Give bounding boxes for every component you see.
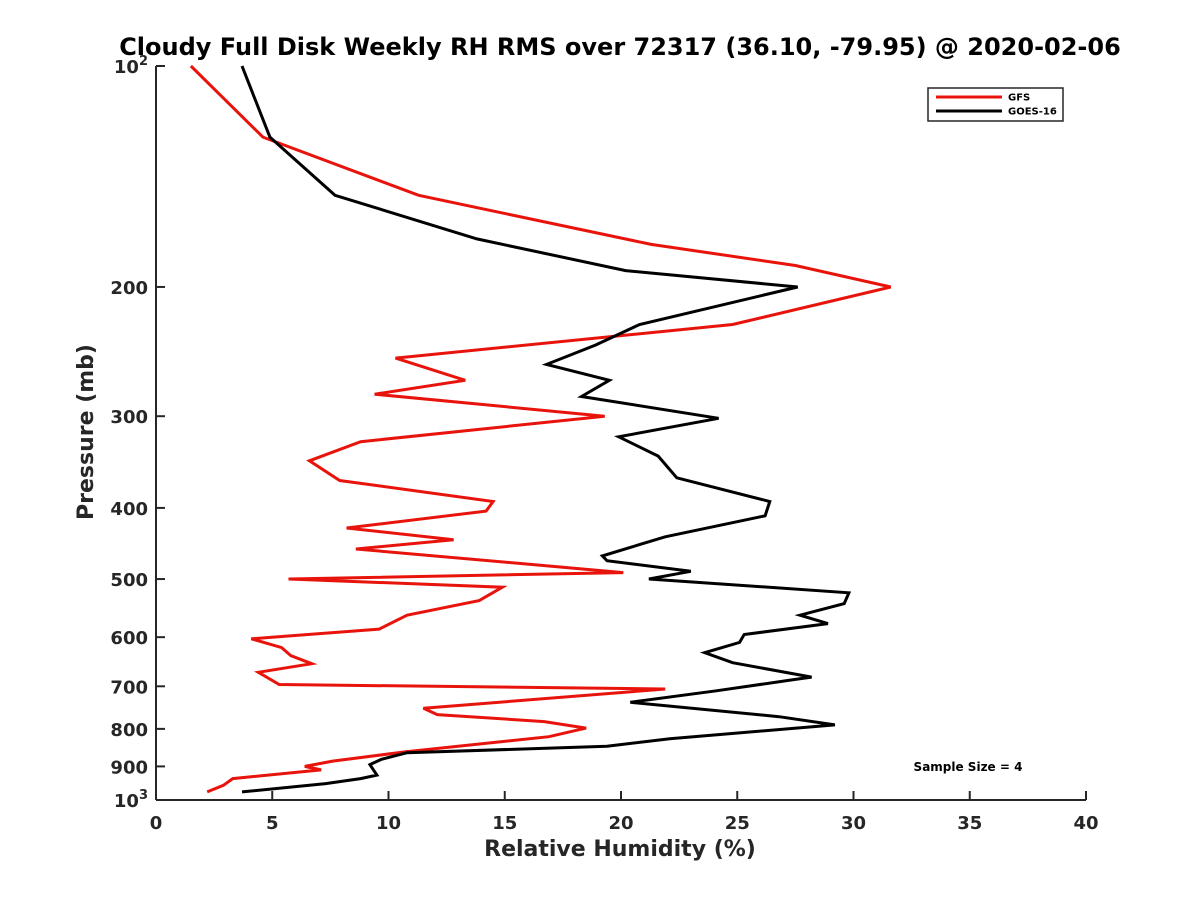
series-line-gfs xyxy=(189,64,892,794)
legend-label: GFS xyxy=(1008,93,1030,104)
x-tick-label: 35 xyxy=(957,813,982,834)
x-tick-label: 40 xyxy=(1073,813,1098,834)
chart-title: Cloudy Full Disk Weekly RH RMS over 7231… xyxy=(119,33,1121,61)
y-tick-label: 300 xyxy=(110,407,148,428)
y-tick-label: 500 xyxy=(110,570,148,591)
x-tick-label: 20 xyxy=(608,813,633,834)
y-axis-label: Pressure (mb) xyxy=(74,344,99,520)
y-tick-label: 103 xyxy=(114,788,148,812)
x-axis-label: Relative Humidity (%) xyxy=(484,837,756,862)
y-tick-label: 900 xyxy=(110,757,148,778)
x-tick-label: 10 xyxy=(376,813,401,834)
series-line-goes-16 xyxy=(240,65,852,794)
y-tick-label: 600 xyxy=(110,628,148,649)
x-tick-label: 0 xyxy=(150,813,163,834)
y-tick-label: 200 xyxy=(110,278,148,299)
y-tick-label: 700 xyxy=(110,677,148,698)
x-tick-label: 25 xyxy=(725,813,750,834)
x-tick-label: 15 xyxy=(492,813,517,834)
plot-area xyxy=(156,66,1086,800)
x-tick-label: 5 xyxy=(266,813,279,834)
y-tick-label: 800 xyxy=(110,720,148,741)
y-tick-label: 102 xyxy=(114,54,148,78)
sample-size-annotation: Sample Size = 4 xyxy=(914,760,1023,774)
legend-label: GOES-16 xyxy=(1008,107,1057,118)
legend-box xyxy=(927,87,1064,122)
x-tick-label: 30 xyxy=(841,813,866,834)
y-tick-label: 400 xyxy=(110,499,148,520)
axis-layer: 0 5 10 15 20 25 30 35 40 102 200 300 400 500 600 700 800… xyxy=(110,54,1098,834)
legend: GFS GOES-16 xyxy=(927,87,1064,122)
series-layer xyxy=(189,64,892,794)
